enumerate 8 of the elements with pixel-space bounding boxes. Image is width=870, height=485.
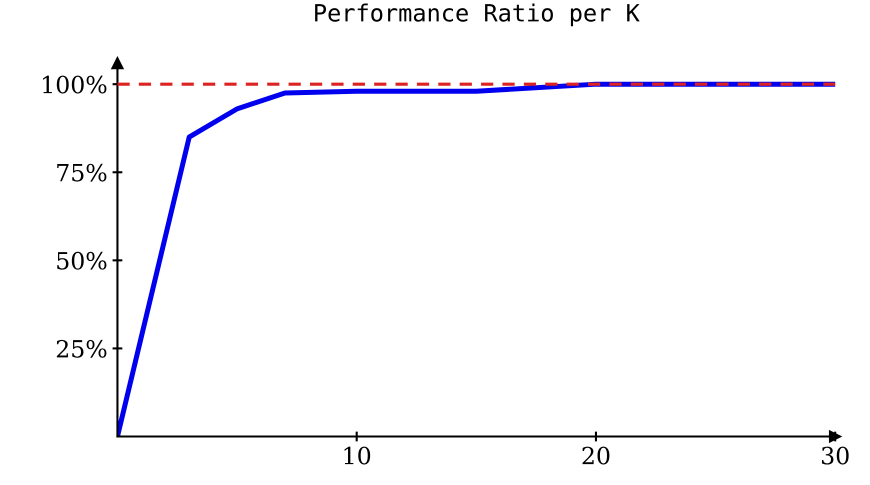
y-tick-label: 50% <box>57 252 106 270</box>
y-tick-label: 25% <box>56 340 106 358</box>
x-tick-label: 10 <box>344 446 370 464</box>
y-tick-label: 75% <box>57 164 106 182</box>
x-tick-label: 30 <box>822 446 849 464</box>
y-tick-label: 100% <box>43 76 106 94</box>
chart-title: Performance Ratio per K <box>315 3 640 26</box>
x-tick-label: 20 <box>582 446 610 464</box>
